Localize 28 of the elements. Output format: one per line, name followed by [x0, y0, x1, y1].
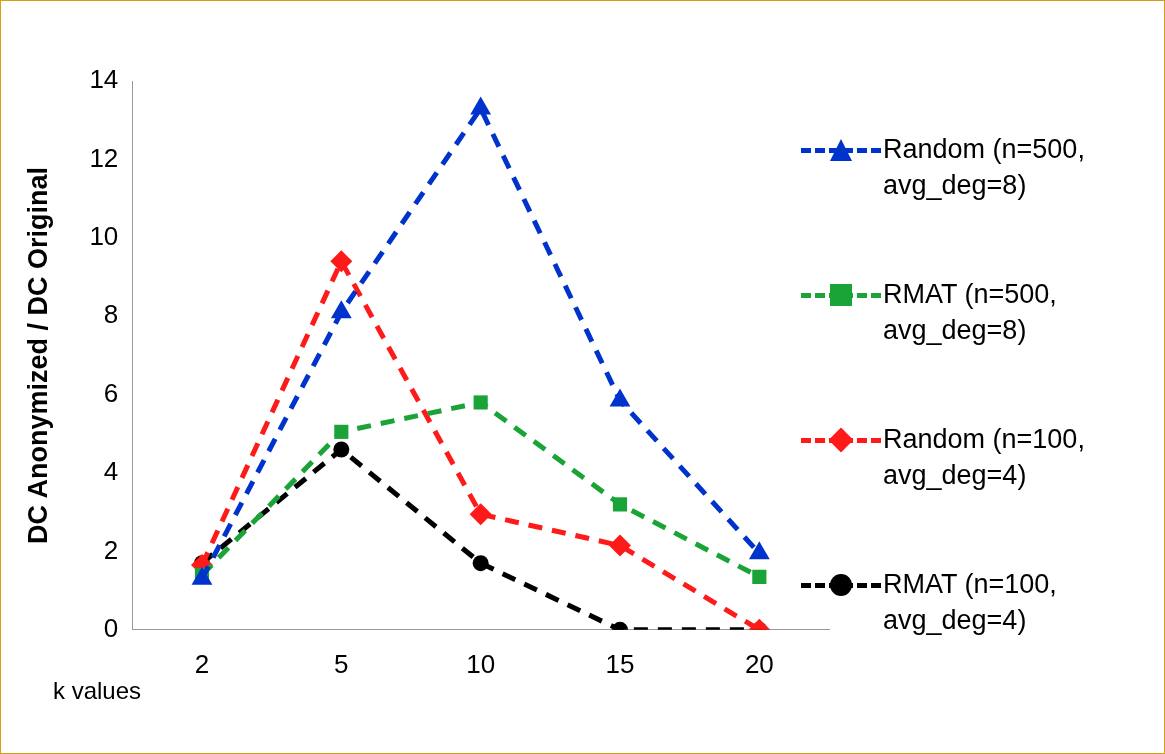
point — [473, 395, 488, 410]
y-tick-label: 10 — [89, 220, 119, 251]
legend-label: Random (n=500, avg_deg=8) — [883, 133, 1086, 202]
point — [333, 441, 350, 458]
point — [469, 503, 492, 526]
x-tick-label: 2 — [194, 648, 210, 679]
y-axis-title: DC Anonymized / DC Original — [22, 166, 53, 544]
legend-label: Random (n=100, avg_deg=4) — [883, 423, 1086, 492]
y-tick-label: 6 — [103, 377, 119, 408]
y-tick-label: 12 — [89, 142, 119, 173]
x-tick-label: 15 — [605, 648, 635, 679]
y-tick-label: 8 — [103, 299, 119, 330]
point — [752, 569, 767, 584]
legend-label: RMAT (n=100, avg_deg=4) — [883, 568, 1058, 637]
x-tick-label: 20 — [744, 648, 774, 679]
point — [612, 497, 628, 512]
y-tick-label: 2 — [103, 534, 119, 565]
point — [609, 534, 631, 557]
y-tick-label: 14 — [89, 64, 119, 95]
x-tick-label: 10 — [466, 648, 496, 679]
x-tick-label: 5 — [334, 648, 349, 679]
x-axis-title: k values — [53, 677, 142, 705]
y-tick-label: 4 — [103, 456, 119, 487]
point — [330, 250, 353, 273]
y-tick-label: 0 — [103, 612, 119, 643]
point — [334, 424, 349, 439]
point — [472, 555, 489, 572]
legend-label: RMAT (n=500, avg_deg=8) — [883, 278, 1058, 347]
